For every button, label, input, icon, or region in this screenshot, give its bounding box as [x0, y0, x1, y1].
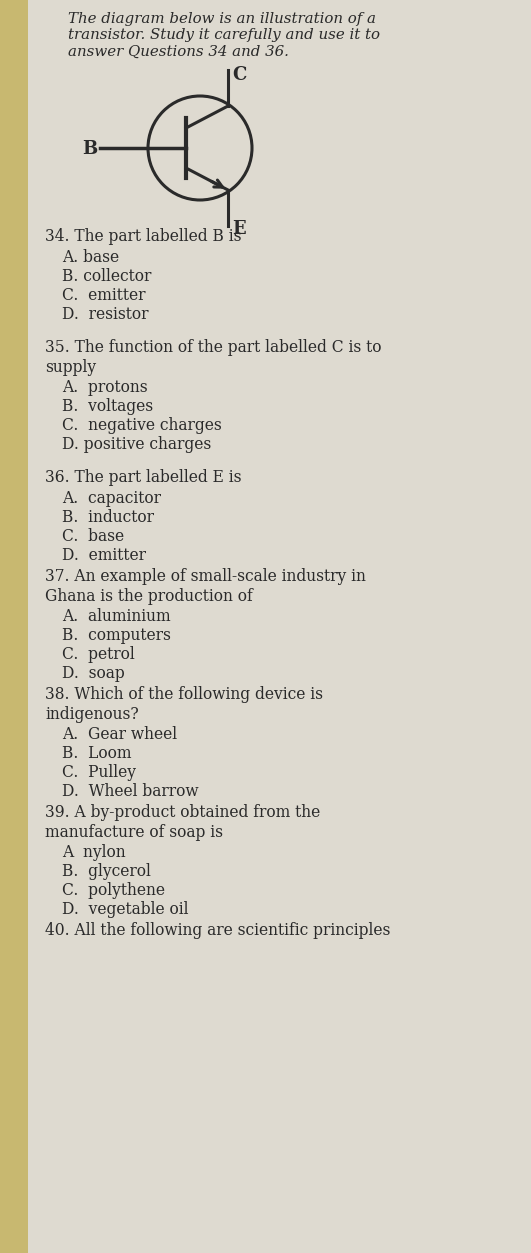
Text: The diagram below is an illustration of a
transistor. Study it carefully and use: The diagram below is an illustration of … [68, 13, 380, 59]
Text: B. collector: B. collector [62, 268, 151, 284]
Text: 38. Which of the following device is
indigenous?: 38. Which of the following device is ind… [45, 685, 323, 723]
Text: D. positive charges: D. positive charges [62, 436, 211, 454]
Text: B.  voltages: B. voltages [62, 398, 153, 415]
Text: A.  protons: A. protons [62, 378, 148, 396]
Text: 34. The part labelled B is: 34. The part labelled B is [45, 228, 242, 246]
Text: C.  petrol: C. petrol [62, 647, 135, 663]
Text: A.  capacitor: A. capacitor [62, 490, 161, 507]
Text: D.  Wheel barrow: D. Wheel barrow [62, 783, 199, 799]
Bar [0, 0, 28, 1253]
Text: 36. The part labelled E is: 36. The part labelled E is [45, 469, 242, 486]
Text: D.  resistor: D. resistor [62, 306, 149, 323]
Text: B.  Loom: B. Loom [62, 746, 132, 762]
Text: C.  polythene: C. polythene [62, 882, 165, 898]
Text: C.  emitter: C. emitter [62, 287, 145, 304]
Text: D.  emitter: D. emitter [62, 548, 146, 564]
Text: 40. All the following are scientific principles: 40. All the following are scientific pri… [45, 922, 390, 938]
Text: A.  aluminium: A. aluminium [62, 608, 170, 625]
Text: C: C [232, 66, 246, 84]
Text: E: E [232, 221, 246, 238]
Text: D.  soap: D. soap [62, 665, 125, 682]
Text: B: B [82, 140, 97, 158]
Text: C.  base: C. base [62, 528, 124, 545]
Text: B.  inductor: B. inductor [62, 509, 154, 526]
Text: A.  Gear wheel: A. Gear wheel [62, 725, 177, 743]
Text: 37. An example of small-scale industry in
Ghana is the production of: 37. An example of small-scale industry i… [45, 568, 366, 605]
Text: C.  negative charges: C. negative charges [62, 417, 222, 434]
Text: D.  vegetable oil: D. vegetable oil [62, 901, 189, 918]
Text: A  nylon: A nylon [62, 845, 126, 861]
Text: 35. The function of the part labelled C is to
supply: 35. The function of the part labelled C … [45, 340, 381, 376]
Text: 39. A by-product obtained from the
manufacture of soap is: 39. A by-product obtained from the manuf… [45, 804, 320, 841]
Text: B.  computers: B. computers [62, 626, 171, 644]
Text: B.  glycerol: B. glycerol [62, 863, 151, 880]
Text: A. base: A. base [62, 249, 119, 266]
Text: C.  Pulley: C. Pulley [62, 764, 136, 781]
